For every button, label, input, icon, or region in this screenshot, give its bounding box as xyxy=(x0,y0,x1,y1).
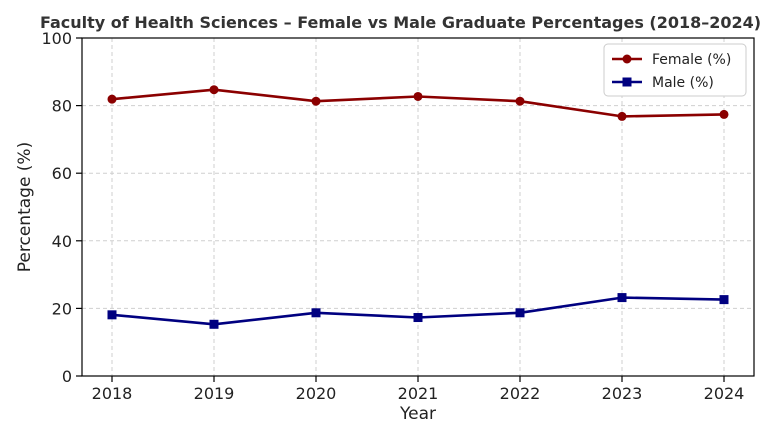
data-point-male xyxy=(719,295,729,305)
data-point-female xyxy=(107,94,117,104)
x-tick-label: 2019 xyxy=(194,384,235,403)
y-tick-label: 80 xyxy=(52,97,72,116)
x-tick-label: 2020 xyxy=(296,384,337,403)
y-tick-label: 100 xyxy=(41,29,72,48)
data-point-male xyxy=(209,319,219,329)
y-axis-label: Percentage (%) xyxy=(15,142,35,272)
data-point-male xyxy=(617,293,627,303)
data-point-female xyxy=(515,96,525,106)
data-point-female xyxy=(209,85,219,95)
legend-label-female: Female (%) xyxy=(652,52,731,68)
x-tick-label: 2023 xyxy=(602,384,643,403)
data-point-female xyxy=(617,111,627,121)
y-tick-label: 20 xyxy=(52,299,72,318)
legend: Female (%) Male (%) xyxy=(603,43,747,97)
data-point-male xyxy=(107,310,117,320)
data-point-male xyxy=(311,308,321,318)
y-tick-label: 60 xyxy=(52,164,72,183)
series-layer xyxy=(107,85,729,329)
plot-frame xyxy=(81,37,755,377)
chart-title: Faculty of Health Sciences – Female vs M… xyxy=(40,13,761,32)
legend-marker-male xyxy=(622,77,632,87)
y-tick-label: 40 xyxy=(52,232,72,251)
x-tick-label: 2024 xyxy=(704,384,745,403)
x-tick-label: 2022 xyxy=(500,384,541,403)
y-tick-label: 0 xyxy=(62,367,72,386)
legend-marker-female xyxy=(622,54,632,64)
data-point-female xyxy=(719,109,729,119)
data-point-female xyxy=(413,91,423,101)
x-axis-label: Year xyxy=(399,404,436,424)
data-point-male xyxy=(413,313,423,323)
data-point-male xyxy=(515,308,525,318)
legend-label-male: Male (%) xyxy=(652,75,714,91)
x-tick-label: 2018 xyxy=(92,384,133,403)
data-point-female xyxy=(311,96,321,106)
x-tick-label: 2021 xyxy=(398,384,439,403)
axes: 0 20 40 60 80 100 2018 2019 2020 2021 2022 2023 2024 xyxy=(41,29,755,403)
